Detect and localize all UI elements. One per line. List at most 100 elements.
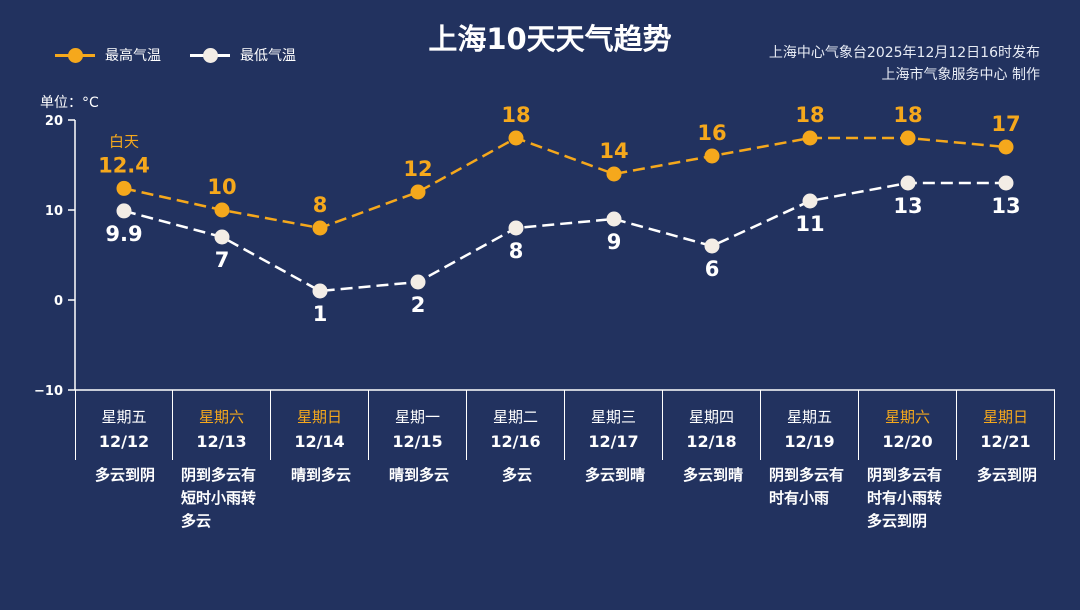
weather-description: 晴到多云 [290, 466, 351, 484]
data-label-low: 9.9 [105, 222, 142, 246]
date-label: 12/16 [490, 432, 541, 451]
day-header: 星期日 12/21 [957, 390, 1055, 460]
data-label-low: 13 [893, 194, 922, 218]
day-columns: 星期五 12/12 多云到阴 星期六 12/13 阴到多云有短时小雨转多云 星期日 12/14… [75, 390, 1055, 533]
legend-high-marker [55, 47, 95, 63]
data-label-low: 7 [215, 248, 230, 272]
data-label-high: 17 [991, 112, 1020, 136]
day-header: 星期一 12/15 [369, 390, 467, 460]
day-column: 星期二 12/16 多云 [467, 390, 565, 533]
data-label-high: 10 [207, 175, 236, 199]
day-header: 星期六 12/20 [859, 390, 957, 460]
publisher-line-2: 上海市气象服务中心 制作 [881, 67, 1040, 83]
data-point-low [508, 220, 524, 236]
data-point-high [312, 220, 328, 236]
date-label: 12/13 [196, 432, 247, 451]
data-label-high: 18 [893, 103, 922, 127]
day-column: 星期六 12/20 阴到多云有时有小雨转多云到阴 [859, 390, 957, 533]
date-label: 12/18 [686, 432, 737, 451]
date-label: 12/20 [882, 432, 933, 451]
data-label-low: 6 [705, 257, 720, 281]
weekday-label: 星期一 [394, 408, 440, 426]
legend-low-label: 最低气温 [240, 48, 296, 64]
date-label: 12/14 [294, 432, 345, 451]
day-column: 星期日 12/21 多云到阴 [957, 390, 1055, 533]
weather-description: 阴到多云有时有小雨 [769, 466, 845, 507]
data-label-low: 1 [313, 302, 328, 326]
data-label-high: 16 [697, 121, 726, 145]
data-label-low: 2 [411, 293, 426, 317]
legend-low-marker [190, 47, 230, 63]
day-header: 星期三 12/17 [565, 390, 663, 460]
data-point-high [116, 180, 132, 196]
weather-description: 多云到晴 [584, 466, 645, 484]
chart-title: 上海10天天气趋势 [428, 22, 672, 56]
data-label-low: 9 [607, 230, 622, 254]
data-point-low [606, 211, 622, 227]
y-axis-unit: 单位：°C [40, 95, 99, 111]
data-point-high [410, 184, 426, 200]
weather-description: 阴到多云有时有小雨转多云到阴 [867, 466, 943, 530]
weather-description: 晴到多云 [388, 466, 449, 484]
day-column: 星期六 12/13 阴到多云有短时小雨转多云 [173, 390, 271, 533]
data-label-low: 8 [509, 239, 524, 263]
day-header: 星期日 12/14 [271, 390, 369, 460]
weather-description: 阴到多云有短时小雨转多云 [181, 466, 257, 530]
data-label-high: 12 [403, 157, 432, 181]
date-label: 12/21 [980, 432, 1031, 451]
weekday-label: 星期五 [101, 408, 147, 426]
data-label-high: 18 [795, 103, 824, 127]
data-point-low [998, 175, 1014, 191]
date-label: 12/15 [392, 432, 443, 451]
data-label-high: 8 [313, 193, 328, 217]
legend-high-label: 最高气温 [105, 48, 161, 64]
data-label-high: 12.4 [98, 153, 150, 177]
legend-high: 最高气温 [55, 45, 161, 65]
day-header: 星期五 12/12 [75, 390, 173, 460]
data-point-high [998, 139, 1014, 155]
weekday-label: 星期日 [296, 408, 342, 426]
weekday-label: 星期六 [884, 408, 930, 426]
series-line-high [123, 136, 1007, 230]
y-tick-label: 0 [54, 294, 63, 309]
data-point-high [214, 202, 230, 218]
data-label-low: 11 [795, 212, 824, 236]
weekday-label: 星期三 [590, 408, 636, 426]
publisher-line-1: 上海中心气象台2025年12月12日16时发布 [768, 45, 1040, 61]
y-tick-label: −10 [34, 384, 63, 399]
weekday-label: 星期四 [688, 408, 734, 426]
day-column: 星期四 12/18 多云到晴 [663, 390, 761, 533]
day-header: 星期六 12/13 [173, 390, 271, 460]
data-point-low [214, 229, 230, 245]
y-tick-label: 20 [45, 114, 63, 129]
data-point-low [802, 193, 818, 209]
date-label: 12/12 [98, 432, 150, 451]
day-column: 星期日 12/14 晴到多云 [271, 390, 369, 533]
day-column: 星期一 12/15 晴到多云 [369, 390, 467, 533]
date-label: 12/19 [784, 432, 835, 451]
weather-description: 多云到晴 [682, 466, 743, 484]
data-point-high [606, 166, 622, 182]
day-header: 星期二 12/16 [467, 390, 565, 460]
data-point-low [704, 238, 720, 254]
data-point-low [410, 274, 426, 290]
date-label: 12/17 [588, 432, 639, 451]
annotation-daytime: 白天 [109, 132, 139, 150]
weather-description: 多云到阴 [976, 466, 1037, 484]
data-point-low [116, 203, 132, 219]
data-point-high [802, 130, 818, 146]
data-point-high [508, 130, 524, 146]
weekday-label: 星期日 [982, 408, 1028, 426]
data-label-high: 14 [599, 139, 628, 163]
data-label-low: 13 [991, 194, 1020, 218]
day-column: 星期三 12/17 多云到晴 [565, 390, 663, 533]
weather-description: 多云 [501, 466, 532, 484]
y-tick-label: 10 [45, 204, 63, 219]
weather-description: 多云到阴 [94, 466, 155, 484]
data-point-low [312, 283, 328, 299]
day-column: 星期五 12/12 多云到阴 [75, 390, 173, 533]
data-label-high: 18 [501, 103, 530, 127]
data-point-high [900, 130, 916, 146]
weekday-label: 星期六 [198, 408, 244, 426]
